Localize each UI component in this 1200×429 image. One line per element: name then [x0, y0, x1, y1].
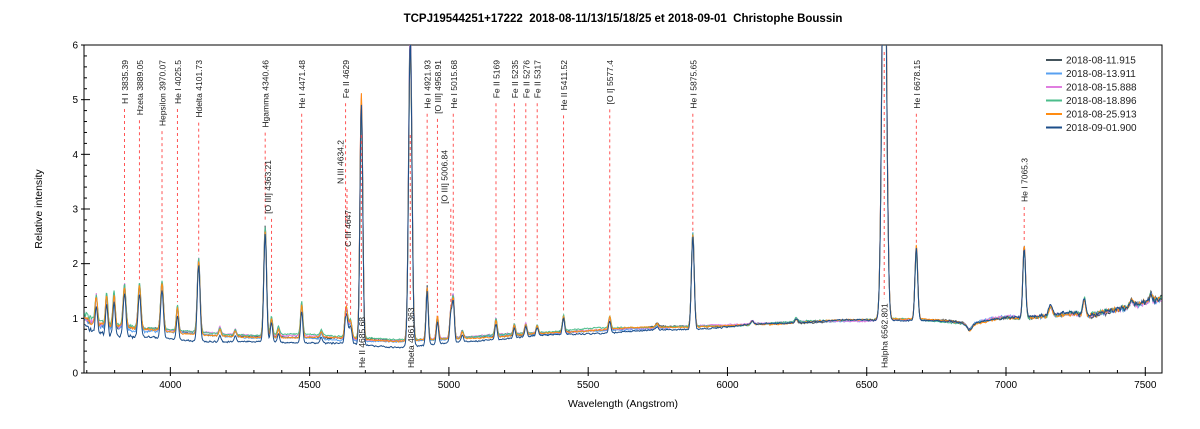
x-axis-title: Wavelength (Angstrom)	[568, 398, 678, 410]
spectrum-curve-1	[84, 45, 1162, 343]
spectral-line-label: Fe II 5276	[521, 60, 531, 99]
spectrum-curve-4	[84, 45, 1162, 341]
x-axis-tick-label: 7500	[1134, 380, 1157, 391]
y-axis-tick-label: 6	[72, 41, 78, 52]
spectral-line-label: He II 4685.68	[357, 317, 367, 368]
spectral-line-label: Hgamma 4340.46	[261, 60, 271, 128]
y-axis-tick-label: 3	[72, 205, 78, 216]
spectra-layer	[84, 45, 1162, 349]
plot-border	[83, 44, 1163, 374]
spectral-line-label: Hepsilon 3970.07	[158, 60, 168, 126]
spectral-line-label: He I 4921.93	[423, 60, 433, 109]
spectral-line-label: [O III] 5006.84	[439, 150, 449, 204]
y-axis-tick-label: 5	[72, 95, 78, 106]
x-axis-tick-label: 5500	[577, 380, 600, 391]
legend-label: 2018-08-18.896	[1066, 96, 1137, 107]
legend-label: 2018-08-11.915	[1066, 56, 1136, 67]
spectral-line-label: Fe II 5317	[533, 60, 543, 99]
axes-layer: 4000 4500 5000 5500 6000 6500 7000 7500 0 1 2 3 4 5 6	[72, 41, 1163, 391]
legend-label: 2018-09-01.900	[1066, 123, 1137, 134]
legend-label: 2018-08-15.888	[1066, 83, 1137, 94]
spectrum-curve-2	[84, 45, 1162, 343]
chart-title: TCPJ19544251+17222 2018-08-11/13/15/18/2…	[403, 13, 843, 25]
y-axis-tick-label: 2	[72, 259, 78, 270]
spectral-line-label: He I 7065.3	[1020, 158, 1030, 202]
spectral-line-label: He I 4025.5	[173, 60, 183, 104]
spectral-line-label: He II 5411.52	[559, 60, 569, 111]
spectral-line-label: Fe II 4629	[341, 60, 351, 99]
legend: 2018-08-11.915 2018-08-13.911 2018-08-15.8…	[1046, 56, 1137, 134]
spectral-line-label: [O III] 4958.91	[433, 60, 443, 114]
spectral-line-label: N III 4634.2	[336, 140, 346, 184]
spectral-line-label: Fe II 5169	[491, 60, 501, 99]
spectral-line-label: Halpha 6562.801	[880, 303, 890, 368]
x-axis-tick-label: 6000	[716, 380, 739, 391]
spectrum-curve-5	[84, 45, 1162, 343]
y-axis-tick-label: 4	[72, 150, 78, 161]
legend-label: 2018-08-25.913	[1066, 110, 1137, 121]
spectral-line-label: Fe II 5235	[510, 60, 520, 99]
spectrum-curve-6	[84, 45, 1162, 349]
spectrum-curve-3	[84, 45, 1162, 342]
spectral-line-label: Hzeta 3889.05	[135, 60, 145, 116]
y-axis-title: Relative intensity	[33, 169, 45, 249]
spectral-line-label: H I 3835.39	[120, 60, 130, 104]
y-axis-tick-label: 1	[72, 314, 78, 325]
x-axis-tick-label: 4000	[159, 380, 182, 391]
spectral-line-label: [O III] 4363.21	[263, 160, 273, 214]
x-axis-tick-label: 7000	[995, 380, 1018, 391]
x-axis-tick-label: 6500	[856, 380, 879, 391]
x-axis-tick-label: 5000	[438, 380, 461, 391]
line-annotations-layer: H I 3835.39 Hzeta 3889.05 Hepsilon 3970.07…	[120, 52, 1030, 368]
spectral-line-label: He I 5875.65	[688, 60, 698, 109]
x-axis-tick-label: 4500	[299, 380, 322, 391]
legend-label: 2018-08-13.911	[1066, 69, 1136, 80]
spectral-line-label: Hdelta 4101.73	[194, 60, 204, 118]
spectral-line-label: He I 6678.15	[912, 60, 922, 109]
spectral-line-label: C III 4647	[343, 210, 353, 247]
spectral-line-label: He I 5015.68	[449, 60, 459, 109]
spectral-line-label: [O I] 5577.4	[605, 60, 615, 105]
spectral-line-label: He I 4471.48	[297, 60, 307, 109]
y-axis-tick-label: 0	[72, 369, 78, 380]
spectral-line-label: Hbeta 4861.363	[406, 307, 416, 368]
